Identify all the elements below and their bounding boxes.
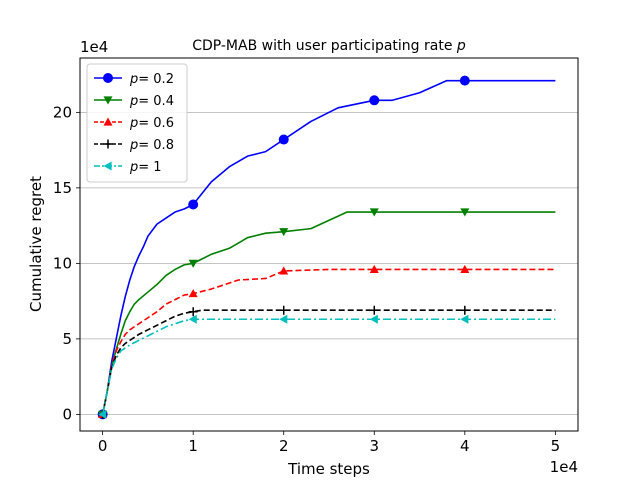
series-2 [98,208,556,419]
data-point-marker [369,305,379,315]
legend: p= 0.2 p= 0.4 p= 0.6 p= 0.8 p= 1 [86,63,188,183]
legend-marker [103,139,113,149]
y-tick-label: 5 [62,330,72,348]
data-point-marker [279,314,288,324]
y-tick-label: 0 [62,405,72,423]
data-point-marker [188,199,199,210]
data-point-marker [369,264,379,274]
x-tick-label: 5 [551,437,561,455]
legend-item: p= 0.8 [94,138,174,153]
data-point-marker [460,314,469,324]
chart-title: CDP-MAB with user participating rate p [192,38,466,54]
x-tick-label: 1 [188,437,198,455]
axis-layer: 0 5 10 15 20 0 1 2 3 4 5 [53,103,560,455]
legend-item: p= 0.6 [94,116,174,131]
data-point-marker [278,134,289,145]
legend-item: p= 0.2 [94,72,174,87]
series-5 [98,314,556,419]
y-axis-label: Cumulative regret [27,176,45,312]
data-point-marker [279,228,289,237]
x-tick-label: 0 [98,437,108,455]
data-point-marker [279,266,289,275]
y-tick-label: 20 [53,103,72,121]
legend-marker [103,96,113,105]
data-point-marker [460,208,470,217]
legend-marker [103,73,113,83]
data-point-marker [460,305,470,315]
series-layer [97,75,556,420]
grid-layer [80,111,578,415]
data-point-marker [188,314,197,324]
data-point-marker [188,259,198,268]
y-offset-label: 1e4 [80,38,108,56]
data-point-marker [460,264,470,274]
legend-label: p= 0.4 [129,94,174,109]
data-point-marker [279,305,289,315]
data-point-marker [188,289,198,298]
x-offset-label: 1e4 [550,458,578,476]
data-point-marker [188,307,198,317]
series-line [101,79,556,415]
x-tick-label: 2 [279,437,289,455]
series-line [101,309,556,415]
data-point-marker [98,409,107,419]
legend-item: p= 0.4 [94,94,174,109]
plot-frame [79,57,579,432]
series-line [101,211,556,415]
x-tick-label: 3 [369,437,379,455]
legend-label: p= 0.8 [129,138,174,153]
data-point-marker [369,95,380,106]
x-axis-label: Time steps [287,460,370,478]
legend-label: p= 0.6 [129,116,174,131]
data-point-marker [459,75,470,86]
legend-label: p= 0.2 [129,72,174,87]
legend-box [86,63,188,183]
legend-item: p= 1 [94,160,162,175]
legend-label: p= 1 [129,160,162,175]
y-tick-label: 15 [53,179,72,197]
x-tick-label: 4 [460,437,470,455]
series-line [101,268,556,415]
y-tick-label: 10 [53,254,72,272]
data-point-marker [369,208,379,217]
legend-marker [103,161,112,171]
legend-marker [103,117,113,126]
series-line [101,318,556,415]
data-point-marker [369,314,378,324]
